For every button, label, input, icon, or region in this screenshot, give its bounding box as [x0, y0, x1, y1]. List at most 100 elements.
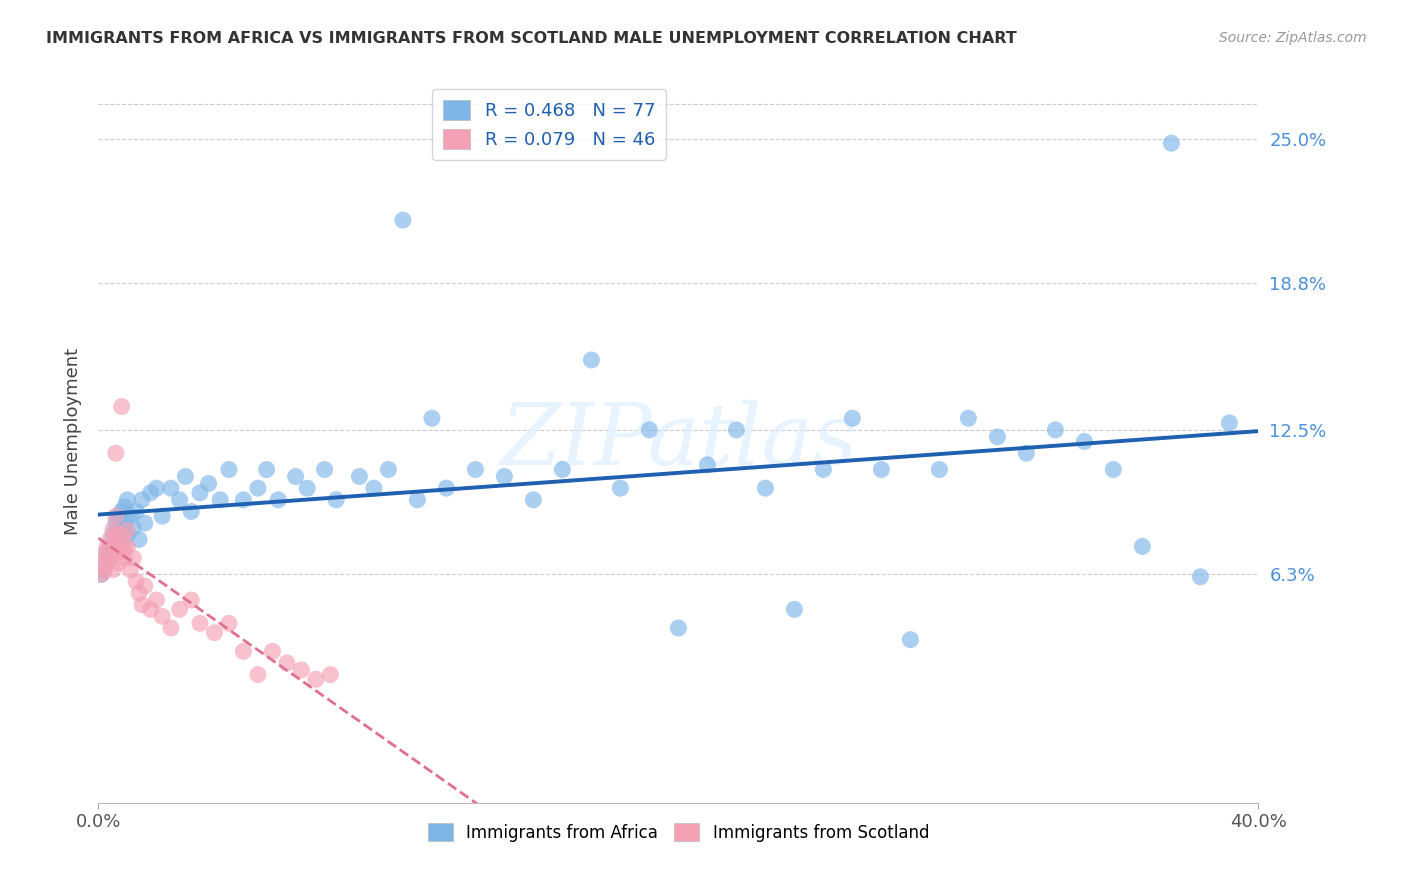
Point	[813, 462, 835, 476]
Point	[246, 481, 269, 495]
Point	[114, 500, 136, 514]
Point	[169, 602, 191, 616]
Point	[392, 213, 415, 227]
Point	[104, 516, 127, 530]
Point	[204, 625, 226, 640]
Point	[218, 616, 240, 631]
Point	[1045, 423, 1067, 437]
Point	[197, 476, 219, 491]
Point	[262, 644, 284, 658]
Point	[305, 673, 328, 687]
Point	[117, 540, 139, 554]
Point	[174, 469, 197, 483]
Point	[114, 551, 136, 566]
Point	[349, 469, 371, 483]
Text: IMMIGRANTS FROM AFRICA VS IMMIGRANTS FROM SCOTLAND MALE UNEMPLOYMENT CORRELATION: IMMIGRANTS FROM AFRICA VS IMMIGRANTS FRO…	[46, 31, 1017, 46]
Point	[139, 602, 162, 616]
Point	[107, 523, 129, 537]
Point	[139, 485, 162, 500]
Point	[1073, 434, 1095, 449]
Point	[218, 462, 240, 476]
Point	[122, 521, 145, 535]
Point	[522, 492, 544, 507]
Point	[104, 528, 127, 542]
Point	[1160, 136, 1182, 151]
Point	[1218, 416, 1240, 430]
Point	[111, 504, 132, 518]
Point	[90, 556, 112, 570]
Point	[297, 481, 319, 495]
Point	[96, 556, 118, 570]
Point	[107, 509, 129, 524]
Point	[90, 567, 112, 582]
Point	[98, 551, 121, 566]
Point	[98, 540, 121, 554]
Point	[928, 462, 950, 476]
Point	[101, 546, 124, 560]
Point	[256, 462, 278, 476]
Point	[638, 423, 661, 437]
Point	[464, 462, 486, 476]
Point	[188, 616, 211, 631]
Point	[104, 533, 127, 547]
Legend: Immigrants from Africa, Immigrants from Scotland: Immigrants from Africa, Immigrants from …	[420, 817, 936, 848]
Point	[134, 516, 156, 530]
Point	[284, 469, 307, 483]
Point	[494, 469, 516, 483]
Point	[1102, 462, 1125, 476]
Point	[90, 567, 112, 582]
Point	[117, 523, 139, 537]
Point	[377, 462, 399, 476]
Point	[111, 400, 132, 414]
Point	[325, 492, 347, 507]
Point	[900, 632, 922, 647]
Point	[957, 411, 980, 425]
Point	[696, 458, 718, 472]
Point	[314, 462, 336, 476]
Point	[319, 667, 342, 681]
Point	[169, 492, 191, 507]
Point	[101, 528, 124, 542]
Point	[104, 509, 127, 524]
Point	[93, 563, 115, 577]
Point	[104, 540, 127, 554]
Point	[406, 492, 429, 507]
Point	[101, 563, 124, 577]
Point	[125, 504, 148, 518]
Point	[188, 485, 211, 500]
Point	[363, 481, 385, 495]
Point	[986, 430, 1008, 444]
Point	[104, 446, 127, 460]
Point	[160, 481, 183, 495]
Point	[125, 574, 148, 589]
Point	[145, 593, 167, 607]
Point	[180, 593, 202, 607]
Point	[209, 492, 232, 507]
Point	[96, 546, 118, 560]
Point	[111, 528, 132, 542]
Point	[107, 556, 129, 570]
Point	[150, 509, 173, 524]
Point	[841, 411, 863, 425]
Point	[114, 516, 136, 530]
Point	[101, 544, 124, 558]
Text: Source: ZipAtlas.com: Source: ZipAtlas.com	[1219, 31, 1367, 45]
Point	[120, 563, 142, 577]
Point	[120, 509, 142, 524]
Point	[1015, 446, 1038, 460]
Point	[436, 481, 458, 495]
Point	[98, 551, 121, 566]
Point	[246, 667, 269, 681]
Point	[180, 504, 202, 518]
Point	[111, 544, 132, 558]
Point	[93, 546, 115, 560]
Point	[122, 551, 145, 566]
Point	[128, 533, 150, 547]
Point	[725, 423, 748, 437]
Point	[117, 492, 139, 507]
Point	[134, 579, 156, 593]
Point	[754, 481, 776, 495]
Point	[232, 492, 254, 507]
Point	[114, 540, 136, 554]
Point	[420, 411, 443, 425]
